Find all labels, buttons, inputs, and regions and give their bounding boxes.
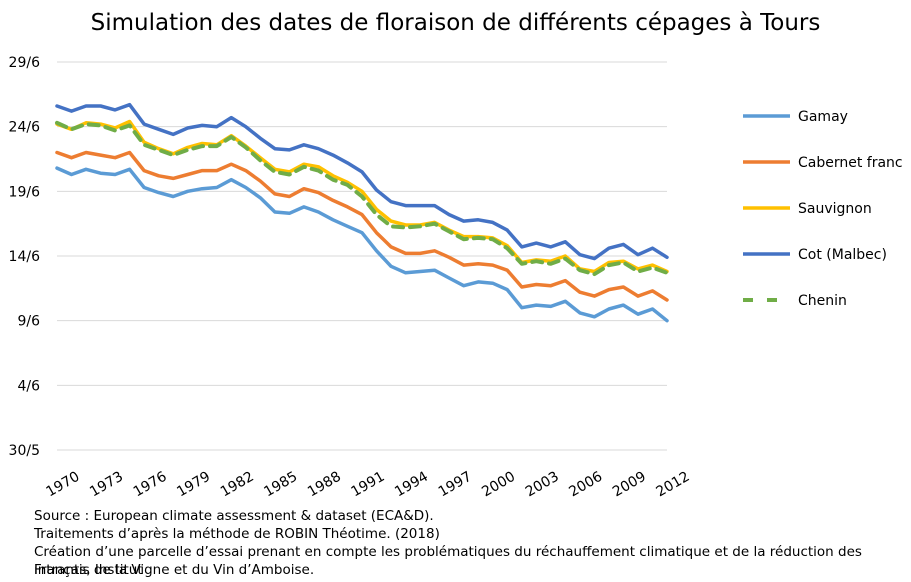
x-tick-label: 1982 <box>218 469 257 501</box>
legend-label: Chenin <box>798 293 847 309</box>
y-tick-label: 30/5 <box>9 443 40 459</box>
x-tick-label: 1994 <box>392 469 431 501</box>
y-tick-label: 4/6 <box>17 378 40 394</box>
legend-label: Gamay <box>798 109 848 125</box>
legend: Gamay Cabernet franc Sauvignon Cot (Malbec)… <box>743 109 903 309</box>
legend-label: Cot (Malbec) <box>798 247 887 263</box>
x-tick-label: 1988 <box>305 469 344 501</box>
x-axis-ticks: 1970 1973 1976 1979 1982 1985 1988 1991 1994 1997… <box>44 469 693 501</box>
legend-label: Cabernet franc <box>798 155 903 171</box>
series-line-sauvignon <box>55 119 669 274</box>
y-tick-label: 19/6 <box>9 184 41 200</box>
y-tick-label: 14/6 <box>9 249 41 265</box>
x-tick-label: 1997 <box>436 469 475 501</box>
x-tick-label: 1979 <box>174 469 213 501</box>
x-tick-label: 2009 <box>610 469 649 501</box>
series-line-gamay <box>55 166 669 323</box>
series-line-cot-malbec <box>55 102 669 261</box>
x-tick-label: 1970 <box>44 469 83 501</box>
source-line-1: Source : European climate assessment & d… <box>34 508 434 524</box>
x-tick-label: 2012 <box>654 469 693 501</box>
gridlines <box>57 61 667 451</box>
x-tick-label: 2006 <box>566 469 605 501</box>
chart-title: Simulation des dates de floraison de dif… <box>90 10 821 36</box>
legend-label: Sauvignon <box>798 201 872 217</box>
series-lines <box>55 102 669 323</box>
source-line-2: Traitements d’après la méthode de ROBIN … <box>34 526 440 542</box>
y-axis-ticks: 30/5 4/6 9/6 14/6 19/6 24/6 29/6 <box>9 55 41 459</box>
x-tick-label: 1985 <box>261 469 300 501</box>
x-tick-label: 1976 <box>131 469 170 501</box>
series-line-cabernet-franc <box>55 150 669 302</box>
series-line-chenin <box>55 120 669 277</box>
source-line-3: Création d’une parcelle d’essai prenant … <box>34 544 862 578</box>
x-tick-label: 1991 <box>349 469 388 501</box>
x-tick-label: 2003 <box>523 469 562 501</box>
y-tick-label: 29/6 <box>9 55 41 71</box>
x-tick-label: 1973 <box>87 469 126 501</box>
source-line-4: Français de la Vigne et du Vin d’Amboise… <box>34 562 315 578</box>
y-tick-label: 24/6 <box>9 120 41 136</box>
x-tick-label: 2000 <box>479 469 518 501</box>
y-tick-label: 9/6 <box>17 314 40 330</box>
